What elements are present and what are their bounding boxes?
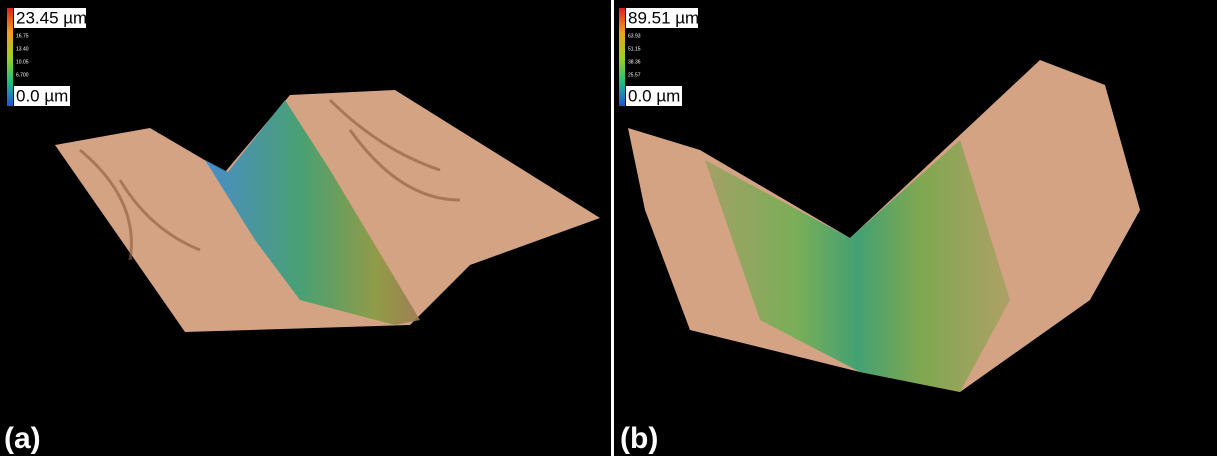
scale-tick: 63.93	[628, 33, 641, 39]
panel-label: (a)	[4, 422, 41, 455]
scale-max: 23.45 µm	[16, 8, 87, 27]
scale-min: 0.0 µm	[16, 86, 68, 105]
scale-tick: 13.40	[16, 46, 29, 52]
scale-tick: 6.700	[16, 72, 29, 78]
scale-tick: 10.05	[16, 59, 29, 65]
panel-label: (b)	[620, 422, 658, 455]
scale-tick: 25.57	[628, 72, 641, 78]
scale-tick: 38.36	[628, 59, 641, 65]
figure: 23.45 µm 16.75 13.40 10.05 6.700 0.0 µm …	[0, 0, 1217, 456]
scale-min: 0.0 µm	[628, 86, 680, 105]
scale-tick: 51.15	[628, 46, 641, 52]
color-bar	[619, 8, 625, 106]
scale-tick: 16.75	[16, 33, 29, 39]
color-bar	[7, 8, 13, 106]
scale-max: 89.51 µm	[628, 8, 699, 27]
